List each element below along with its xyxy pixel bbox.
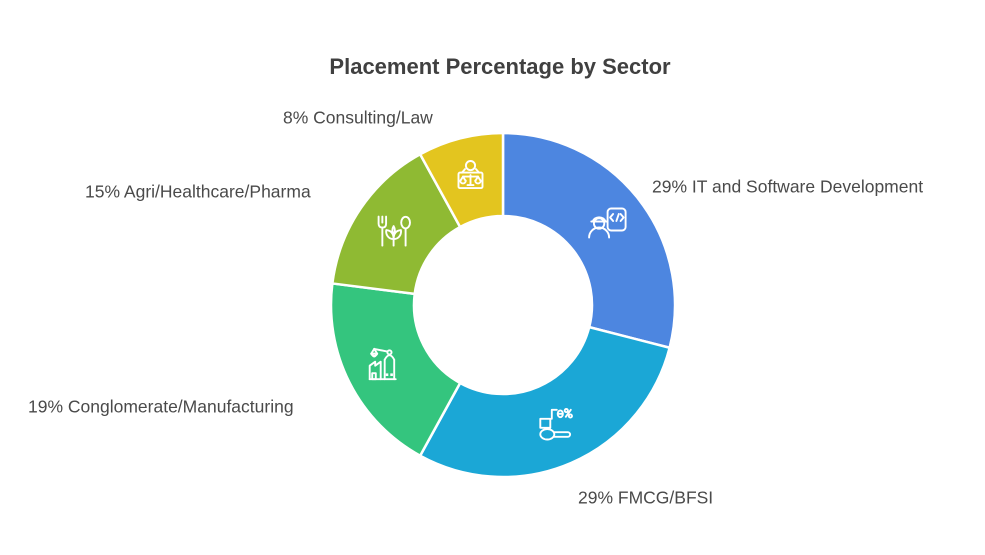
slice-conglomerate-manufacturing[interactable] (329, 282, 462, 457)
person-justice-scales-icon (457, 160, 484, 190)
callout-consulting-law: 8% Consulting/Law (283, 107, 433, 128)
callout-conglomerate-manufacturing: 19% Conglomerate/Manufacturing (28, 396, 294, 417)
chart-title: Placement Percentage by Sector (329, 54, 671, 79)
slice-it-and-software-development[interactable] (501, 131, 677, 350)
callout-fmcg-bfsi: 29% FMCG/BFSI (578, 487, 714, 508)
slice-fmcg-bfsi[interactable] (418, 325, 671, 479)
callout-it-software: 29% IT and Software Development (652, 176, 924, 197)
factory-crane-icon (368, 347, 397, 381)
fork-sprout-spoon-icon (377, 215, 411, 247)
engineer-code-document-icon (588, 207, 627, 239)
spoon-goods-percent-icon (539, 408, 573, 441)
callout-agri-healthcare-pharma: 15% Agri/Healthcare/Pharma (85, 181, 311, 202)
